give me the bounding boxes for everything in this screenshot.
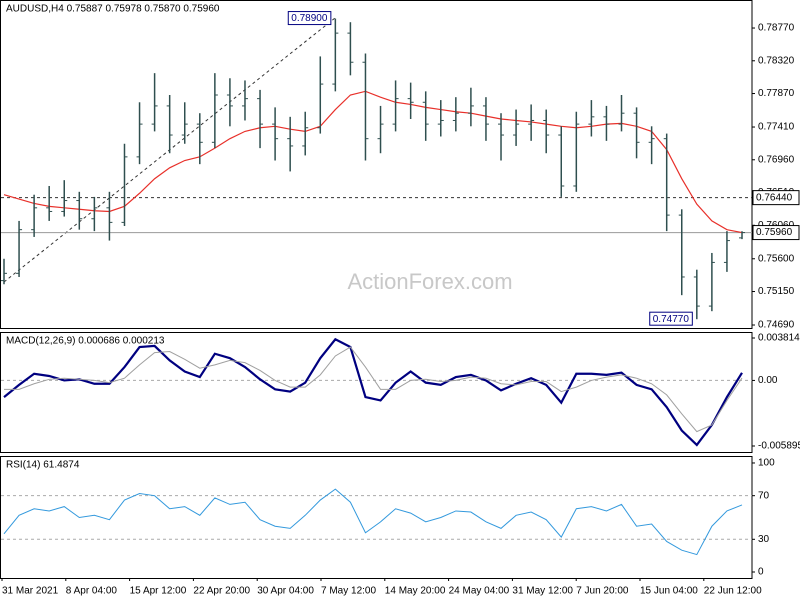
x-tick-label: 24 May 04:00: [449, 586, 510, 597]
x-tick-label: 15 Apr 12:00: [130, 586, 187, 597]
y-tick-label: 0.77870: [758, 88, 795, 99]
x-tick-label: 22 Jun 12:00: [704, 586, 762, 597]
y-tick-label: 0.78770: [758, 23, 795, 34]
panel-frame: [0, 0, 753, 329]
x-tick-label: 15 Jun 04:00: [640, 586, 698, 597]
x-tick-label: 7 Jun 20:00: [576, 586, 629, 597]
series-line: [3, 337, 743, 447]
y-tick-label: 0.75600: [758, 253, 795, 264]
y-tick-label: 0.74690: [758, 320, 795, 331]
panel-title: RSI(14) 61.4874: [6, 460, 80, 471]
x-tick-label: 7 May 12:00: [321, 586, 376, 597]
y-tick-label: 0.77410: [758, 122, 795, 133]
panel-frame: [0, 332, 753, 453]
annotation-label: 0.78900: [291, 13, 328, 24]
panel-frame: [0, 456, 753, 579]
y-tick-label: 30: [758, 534, 770, 545]
y-tick-label: 70: [758, 490, 770, 501]
y-tick-label: 0.75150: [758, 286, 795, 297]
annotation-box: [287, 11, 332, 26]
y-tick-label: 100: [758, 458, 775, 469]
series-line: [4, 346, 743, 433]
y-tick-label: 0.78320: [758, 55, 795, 66]
panel-title: MACD(12,26,9) 0.000686 0.000213: [6, 336, 165, 347]
level-label-box: [752, 225, 800, 241]
x-tick-label: 8 Apr 04:00: [66, 586, 118, 597]
series-line: [3, 488, 743, 556]
y-tick-label: 0: [758, 567, 764, 578]
y-tick-label: -0.005895: [758, 441, 800, 452]
level-label-box: [752, 190, 800, 206]
watermark: ActionForex.com: [347, 269, 512, 294]
y-tick-label: 0.76960: [758, 154, 795, 165]
level-label: 0.75960: [756, 227, 793, 238]
level-label: 0.76440: [756, 192, 793, 203]
x-tick-label: 31 May 12:00: [512, 586, 573, 597]
x-tick-label: 14 May 20:00: [385, 586, 446, 597]
annotation-box: [649, 311, 693, 326]
x-tick-label: 22 Apr 20:00: [193, 586, 250, 597]
x-tick-label: 30 Apr 04:00: [257, 586, 314, 597]
y-tick-label: 0.003814: [758, 333, 800, 344]
moving-average: [3, 90, 743, 234]
panel-title: AUDUSD,H4 0.75887 0.75978 0.75870 0.7596…: [6, 4, 220, 15]
x-tick-label: 31 Mar 2021: [2, 586, 59, 597]
annotation-label: 0.74770: [653, 314, 690, 325]
y-tick-label: 0.00: [758, 375, 778, 386]
